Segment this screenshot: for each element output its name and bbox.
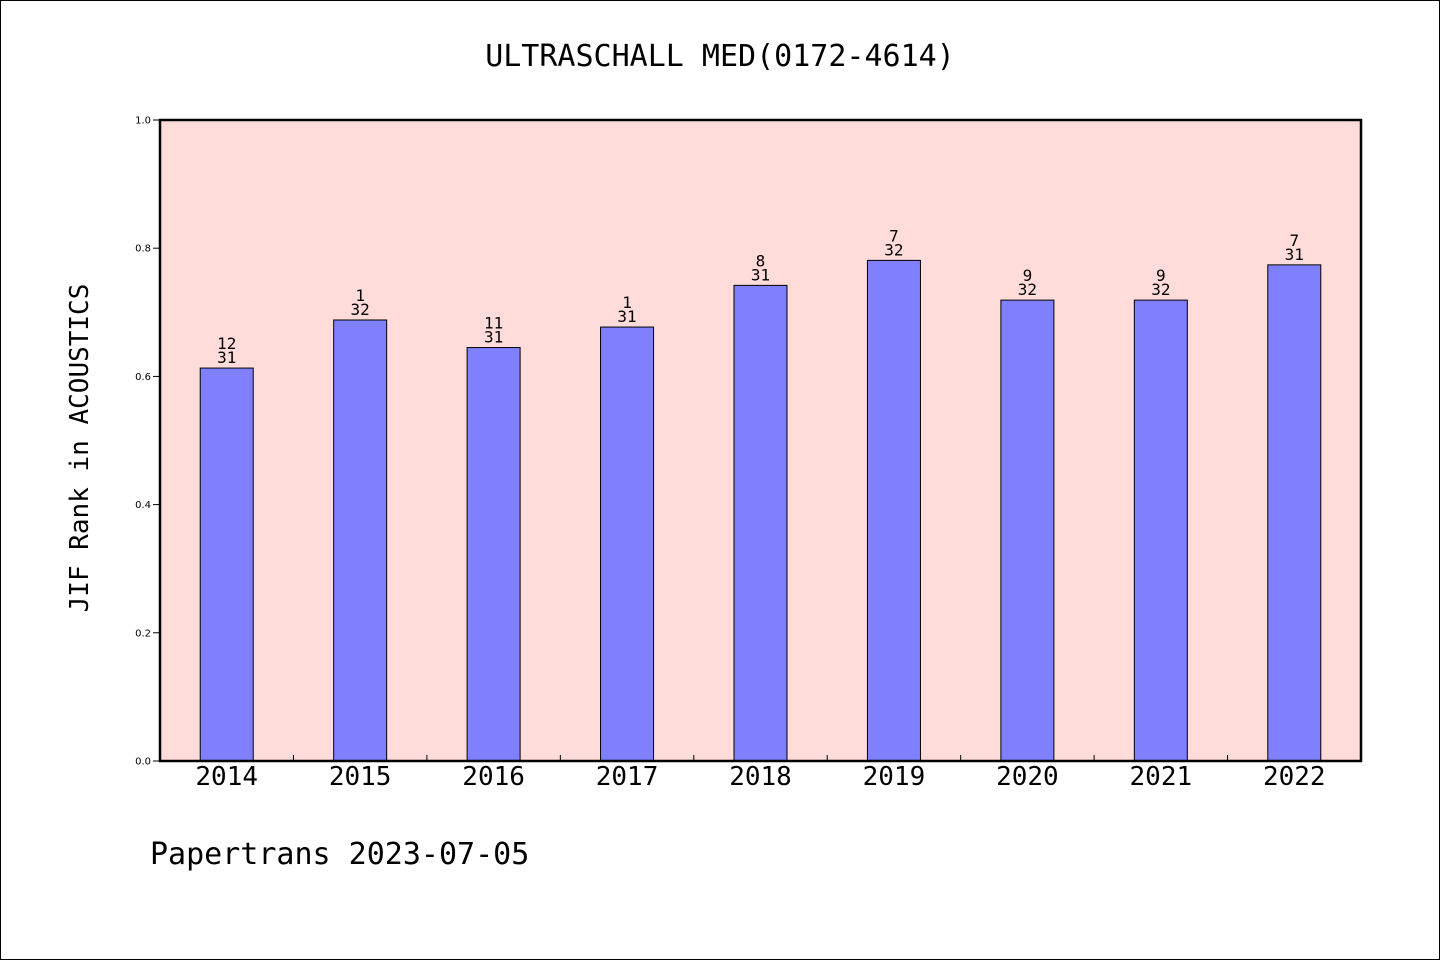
bar-total-label: 31 (484, 328, 503, 347)
bar-2020 (1000, 299, 1055, 762)
y-axis-label: JIF Rank in ACOUSTICS (65, 284, 95, 613)
bar-rank-label: 7 (1289, 231, 1299, 250)
bar-rank-label: 7 (889, 226, 899, 245)
y-tick-label: 0.0 (135, 757, 151, 768)
x-tick-label: 2016 (462, 762, 525, 792)
x-axis-ticks: 2014 2015 2016 2017 2018 2019 2020 2021 2022 (195, 755, 1326, 792)
x-tick-label: 2015 (329, 762, 392, 792)
y-tick-label: 1.0 (135, 116, 151, 127)
bar-rank-label: 1 (622, 293, 632, 312)
bar-total-label: 32 (884, 240, 903, 259)
x-tick-label: 2020 (996, 762, 1059, 792)
y-axis-ticks: 0.0 0.2 0.4 0.6 0.8 1.0 (135, 116, 160, 768)
x-tick-label: 2018 (729, 762, 792, 792)
x-tick-label: 2014 (195, 762, 258, 792)
y-tick-label: 0.6 (135, 372, 151, 383)
y-tick-label: 0.8 (135, 244, 151, 255)
bar-2014 (199, 367, 254, 762)
bar-rank-label: 8 (756, 251, 766, 270)
bar-2022 (1267, 264, 1322, 762)
bar-total-label: 32 (351, 300, 370, 319)
x-tick-label: 2019 (863, 762, 926, 792)
bar-rank-label: 12 (217, 334, 236, 353)
bar-total-label: 31 (617, 307, 636, 326)
bar-2015 (333, 319, 388, 762)
bar-2018 (733, 284, 788, 762)
y-tick-label: 0.2 (135, 628, 151, 639)
bar-total-label: 31 (217, 348, 236, 367)
bar-total-label: 32 (1151, 280, 1170, 299)
bar-total-label: 32 (1018, 280, 1037, 299)
bar-rank-label: 11 (484, 314, 503, 333)
bars-group (199, 259, 1322, 762)
bar-rank-label: 9 (1023, 266, 1033, 285)
plot-border (158, 118, 1363, 763)
bar-2017 (600, 326, 655, 762)
y-tick-label: 0.4 (135, 500, 151, 511)
bar-2019 (866, 259, 921, 762)
bar-total-label: 31 (1285, 245, 1304, 264)
bar-rank-label: 9 (1156, 266, 1166, 285)
bar-rank-label: 1 (355, 286, 365, 305)
footer-text: Papertrans 2023-07-05 (150, 837, 529, 872)
bar-2021 (1133, 299, 1188, 762)
x-tick-label: 2017 (596, 762, 659, 792)
bar-total-label: 31 (751, 265, 770, 284)
chart-title: ULTRASCHALL MED(0172-4614) (485, 39, 955, 74)
x-tick-label: 2022 (1263, 762, 1326, 792)
bar-2016 (466, 347, 521, 762)
x-tick-label: 2021 (1130, 762, 1193, 792)
